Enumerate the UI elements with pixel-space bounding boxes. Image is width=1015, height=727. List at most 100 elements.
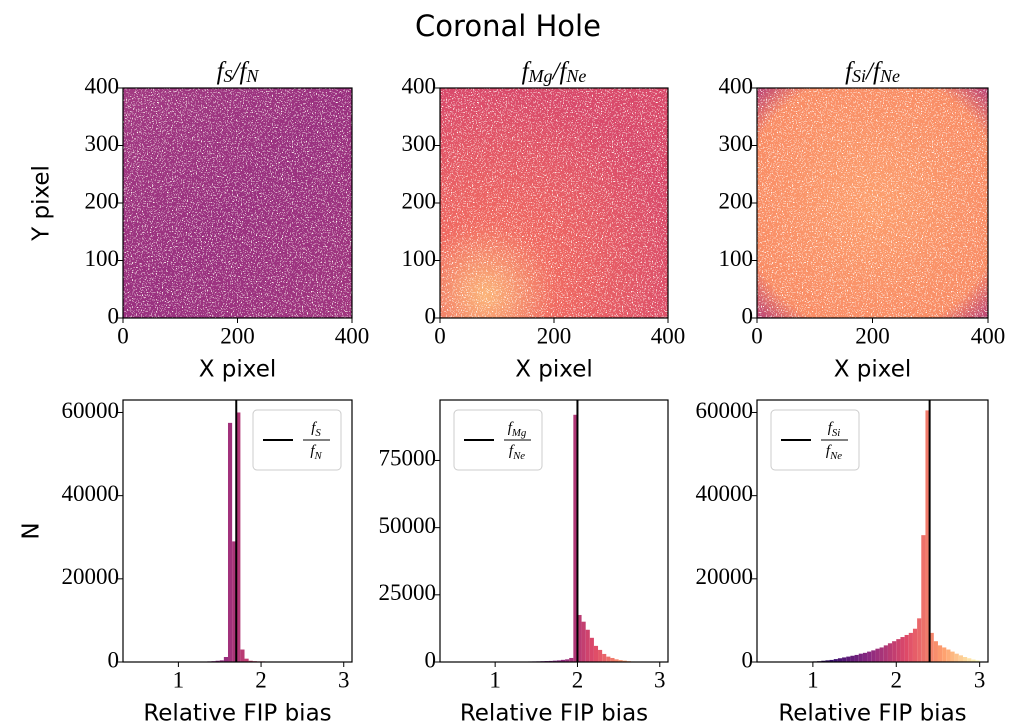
- histogram-bar: [896, 639, 901, 662]
- histogram-bar: [929, 632, 934, 662]
- x-tick-label: 0: [434, 323, 446, 348]
- y-tick-label: 400: [85, 73, 120, 98]
- histogram-bar: [593, 645, 599, 662]
- histogram-bar: [219, 660, 224, 662]
- histogram-bar: [606, 656, 611, 662]
- y-tick-label: 20000: [62, 564, 120, 589]
- histogram-bar: [610, 657, 615, 662]
- histogram-bar: [581, 621, 586, 662]
- y-tick-label: 300: [85, 131, 120, 156]
- histogram-bar: [879, 647, 884, 662]
- histogram-bar: [904, 634, 909, 662]
- histogram-bar: [240, 649, 245, 662]
- axes-frame: [439, 399, 669, 663]
- y-tick-label: 100: [85, 246, 120, 271]
- legend-denominator: fNe: [826, 443, 842, 462]
- histogram-bar: [925, 410, 930, 662]
- histogram-bar: [560, 659, 566, 662]
- x-tick-label: 400: [971, 323, 1006, 348]
- y-tick-label: 20000: [696, 564, 754, 589]
- y-tick-label: 0: [425, 647, 437, 672]
- undefined: Ne: [829, 450, 842, 462]
- histogram-bar: [921, 535, 926, 662]
- legend-box: [453, 409, 543, 471]
- y-tick-label: 0: [425, 303, 437, 328]
- histogram-bar: [837, 658, 843, 662]
- histogram-bar: [908, 632, 913, 662]
- histogram-bar: [565, 659, 570, 662]
- histogram-bar: [602, 653, 607, 662]
- y-tick-label: 400: [402, 73, 437, 98]
- undefined: Si: [832, 427, 840, 439]
- histogram-bar: [614, 659, 619, 662]
- y-tick-label: 400: [719, 73, 754, 98]
- histogram-bar: [967, 658, 972, 662]
- y-tick-label: 0: [108, 647, 120, 672]
- y-tick-label: 0: [742, 303, 754, 328]
- histogram-bar: [223, 657, 228, 662]
- histogram-bar: [942, 647, 947, 662]
- x-axis-label: X pixel: [834, 357, 912, 383]
- histogram-bar: [950, 651, 955, 662]
- y-tick-label: 50000: [379, 513, 437, 538]
- histogram-bar: [248, 660, 253, 662]
- histogram-bar: [933, 641, 938, 662]
- legend-box: [770, 409, 860, 471]
- histogram-bar: [589, 637, 594, 662]
- histogram-bar: [975, 660, 980, 662]
- image-texture: [440, 88, 668, 318]
- undefined: f: [508, 420, 514, 436]
- y-tick-label: 200: [402, 188, 437, 213]
- x-tick-label: 0: [751, 323, 763, 348]
- histogram-bar: [862, 652, 868, 662]
- undefined: /f: [231, 58, 250, 85]
- y-tick-label: 40000: [696, 481, 754, 506]
- histogram-bar: [833, 659, 838, 662]
- x-axis-label: Relative FIP bias: [143, 701, 331, 727]
- axes-frame: [756, 399, 989, 663]
- undefined: N: [245, 66, 259, 86]
- x-tick-label: 3: [338, 667, 350, 692]
- undefined: Mg: [528, 66, 553, 86]
- x-tick-label: 2: [891, 667, 903, 692]
- x-tick-label: 3: [654, 667, 666, 692]
- x-tick-label: 1: [173, 667, 185, 692]
- histogram-bar: [962, 657, 968, 662]
- histogram-bar: [598, 649, 603, 662]
- histogram-bar: [912, 628, 918, 662]
- histogram-bar: [227, 422, 233, 662]
- undefined: f: [828, 420, 834, 436]
- histogram-bar: [883, 645, 888, 662]
- x-axis-label: Relative FIP bias: [460, 701, 648, 727]
- y-axis-label: N: [19, 522, 45, 539]
- image-texture: [123, 88, 352, 318]
- undefined: f: [310, 443, 316, 459]
- histogram-bar: [937, 645, 943, 662]
- histogram-bar: [577, 614, 582, 662]
- panel-title: fMg/fNe: [522, 58, 587, 86]
- x-tick-label: 400: [335, 323, 370, 348]
- legend-numerator: fMg: [508, 420, 527, 439]
- histogram-bar: [846, 656, 851, 662]
- y-tick-label: 200: [85, 188, 120, 213]
- x-axis-label: X pixel: [515, 357, 593, 383]
- undefined: f: [826, 443, 832, 459]
- legend-numerator: fS: [311, 420, 321, 439]
- histogram-bar: [887, 643, 893, 662]
- histogram-bar: [618, 660, 623, 662]
- histogram-bar: [958, 655, 963, 662]
- y-tick-label: 0: [108, 303, 120, 328]
- x-tick-label: 1: [807, 667, 819, 692]
- undefined: S: [315, 427, 321, 439]
- undefined: /f: [864, 58, 883, 85]
- undefined: f: [311, 420, 317, 436]
- y-tick-label: 300: [719, 131, 754, 156]
- panel-title: fS/fN: [217, 58, 260, 86]
- histogram-bar: [573, 414, 578, 662]
- undefined: Ne: [512, 450, 525, 462]
- undefined: f: [217, 58, 227, 85]
- y-tick-label: 40000: [62, 481, 120, 506]
- undefined: S: [224, 66, 233, 86]
- histogram-bar: [842, 657, 847, 662]
- histogram-bar: [829, 659, 834, 662]
